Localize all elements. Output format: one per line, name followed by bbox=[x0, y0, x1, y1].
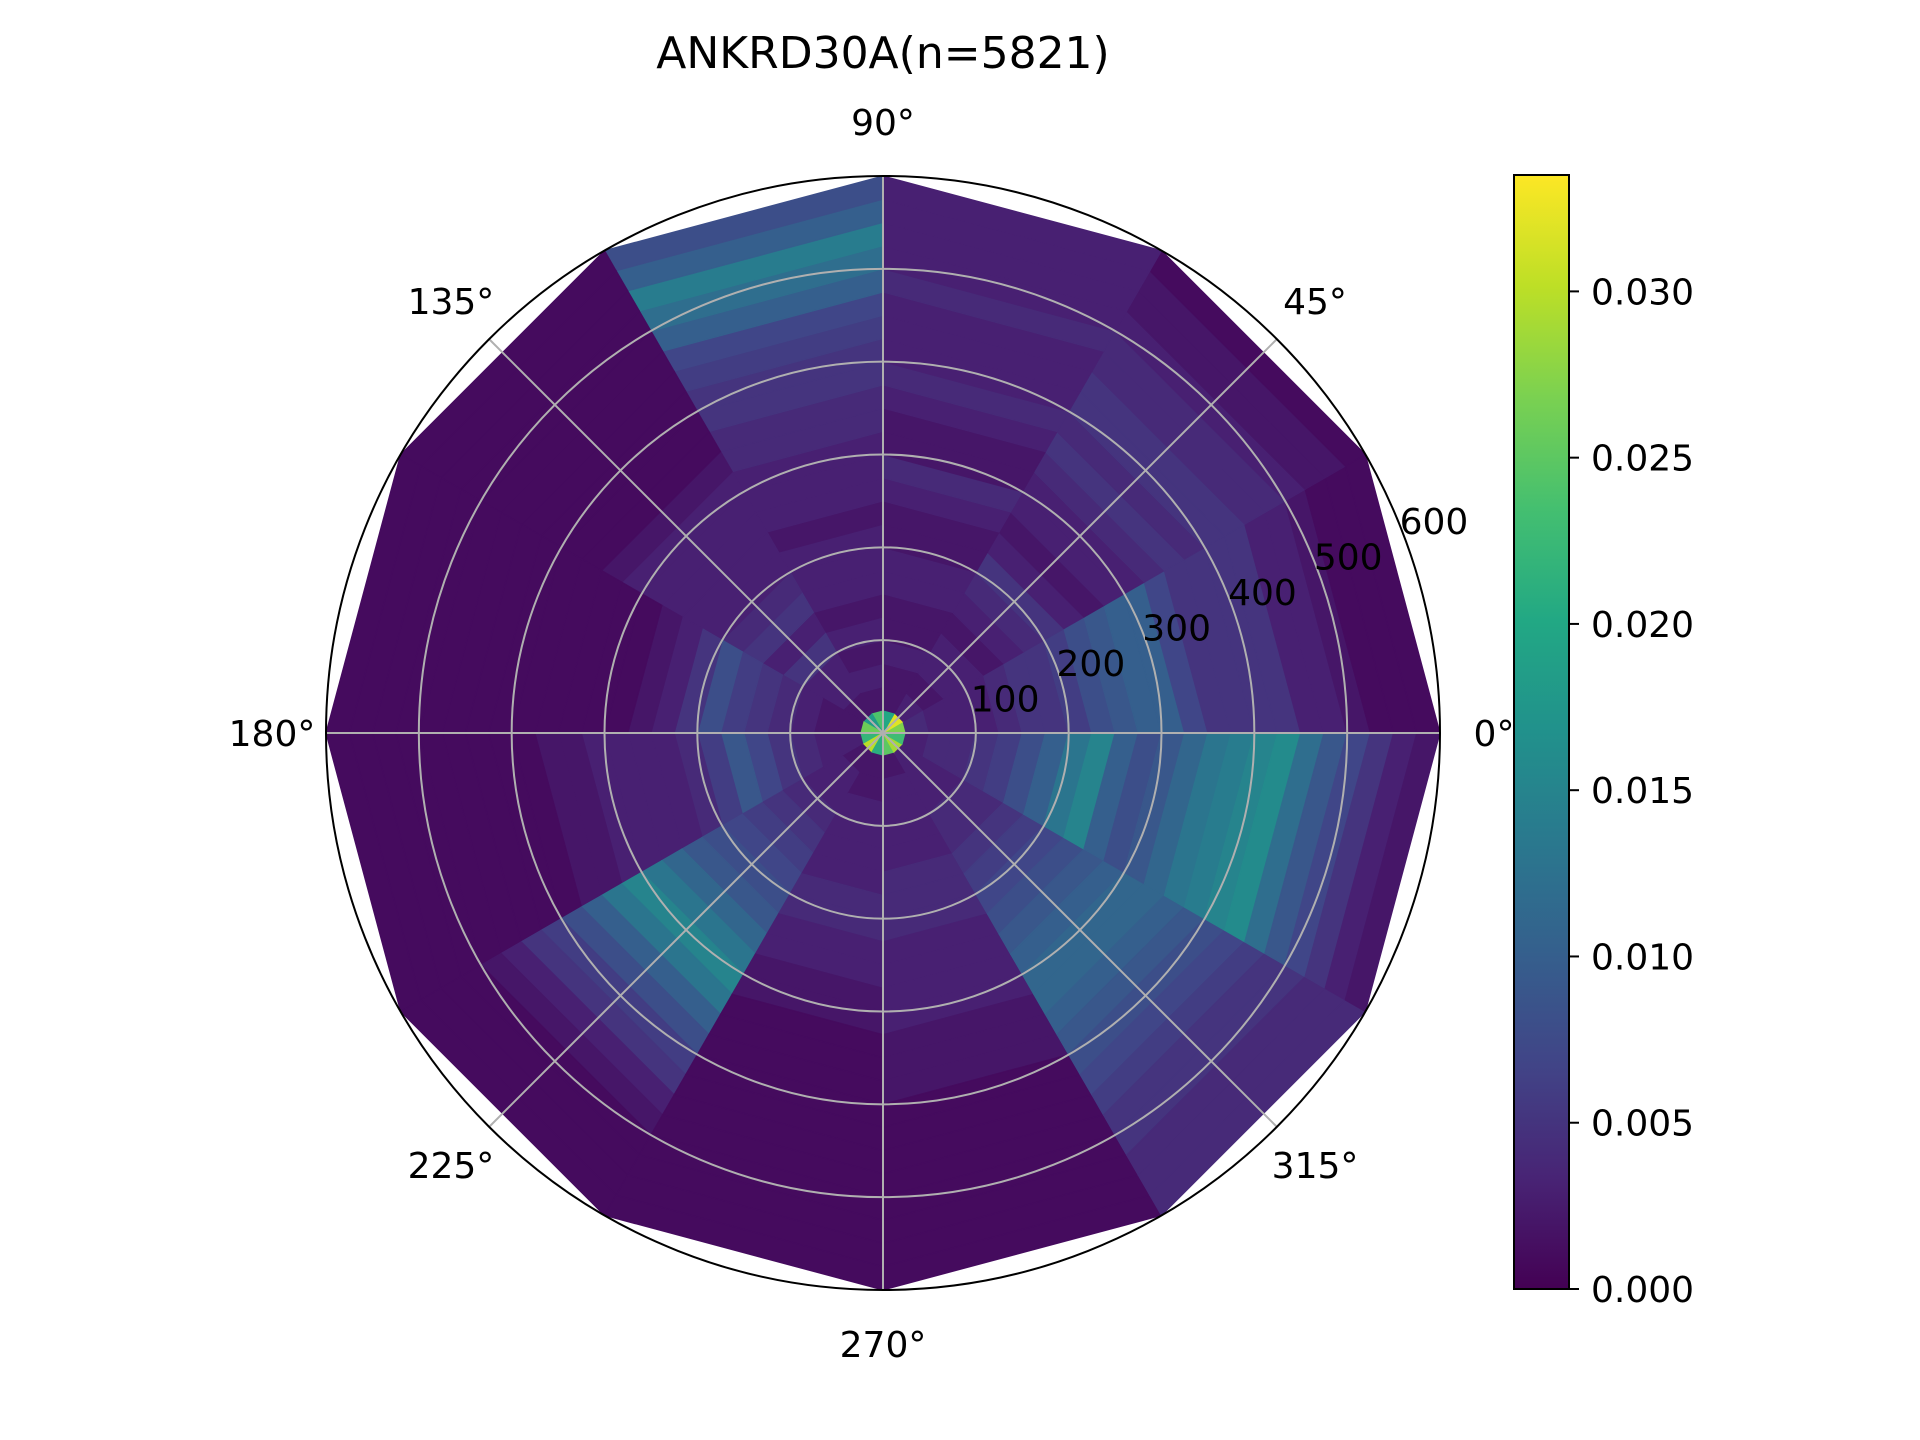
radial-tick-labels: 100 200 300 400 500 600 bbox=[971, 502, 1469, 721]
theta-tick-labels: 0° 45° 90° 135° 180° 225° 270° 315° bbox=[229, 103, 1515, 1366]
angular-gridline bbox=[488, 338, 884, 734]
theta-tick-label: 0° bbox=[1474, 714, 1515, 755]
angular-gridline bbox=[488, 732, 884, 1128]
angular-gridline bbox=[882, 732, 1278, 1128]
chart-title: ANKRD30A(n=5821) bbox=[656, 28, 1109, 79]
angular-gridline bbox=[882, 338, 1278, 734]
theta-tick-label: 135° bbox=[408, 282, 495, 323]
radial-tick-label: 300 bbox=[1142, 608, 1211, 649]
theta-tick-label: 180° bbox=[229, 714, 316, 755]
colorbar-tick-label: 0.000 bbox=[1591, 1270, 1694, 1311]
heatmap-cells bbox=[325, 175, 1441, 1291]
polar-gridlines bbox=[326, 176, 1440, 1290]
theta-tick-label: 315° bbox=[1272, 1146, 1359, 1187]
radial-tick-label: 100 bbox=[971, 679, 1040, 720]
theta-tick-label: 270° bbox=[840, 1325, 927, 1366]
radial-tick-label: 500 bbox=[1314, 537, 1383, 578]
colorbar-tick-label: 0.025 bbox=[1591, 439, 1694, 480]
colorbar-tick-label: 0.030 bbox=[1591, 272, 1694, 313]
radial-tick-label: 400 bbox=[1228, 573, 1297, 614]
colorbar-tick-label: 0.015 bbox=[1591, 771, 1694, 812]
colorbar-tick-label: 0.005 bbox=[1591, 1104, 1694, 1145]
theta-tick-label: 225° bbox=[408, 1146, 495, 1187]
radial-tick-label: 200 bbox=[1057, 644, 1126, 685]
colorbar-tick-label: 0.020 bbox=[1591, 605, 1694, 646]
theta-tick-label: 45° bbox=[1283, 282, 1347, 323]
polar-frame bbox=[325, 175, 1441, 1291]
colorbar-ticks: 0.000 0.005 0.010 0.015 0.020 0.025 0.030 bbox=[1569, 272, 1694, 1311]
colorbar bbox=[1513, 174, 1570, 1290]
theta-tick-label: 90° bbox=[851, 103, 915, 144]
radial-tick-label: 600 bbox=[1400, 502, 1469, 543]
colorbar-tick-label: 0.010 bbox=[1591, 937, 1694, 978]
